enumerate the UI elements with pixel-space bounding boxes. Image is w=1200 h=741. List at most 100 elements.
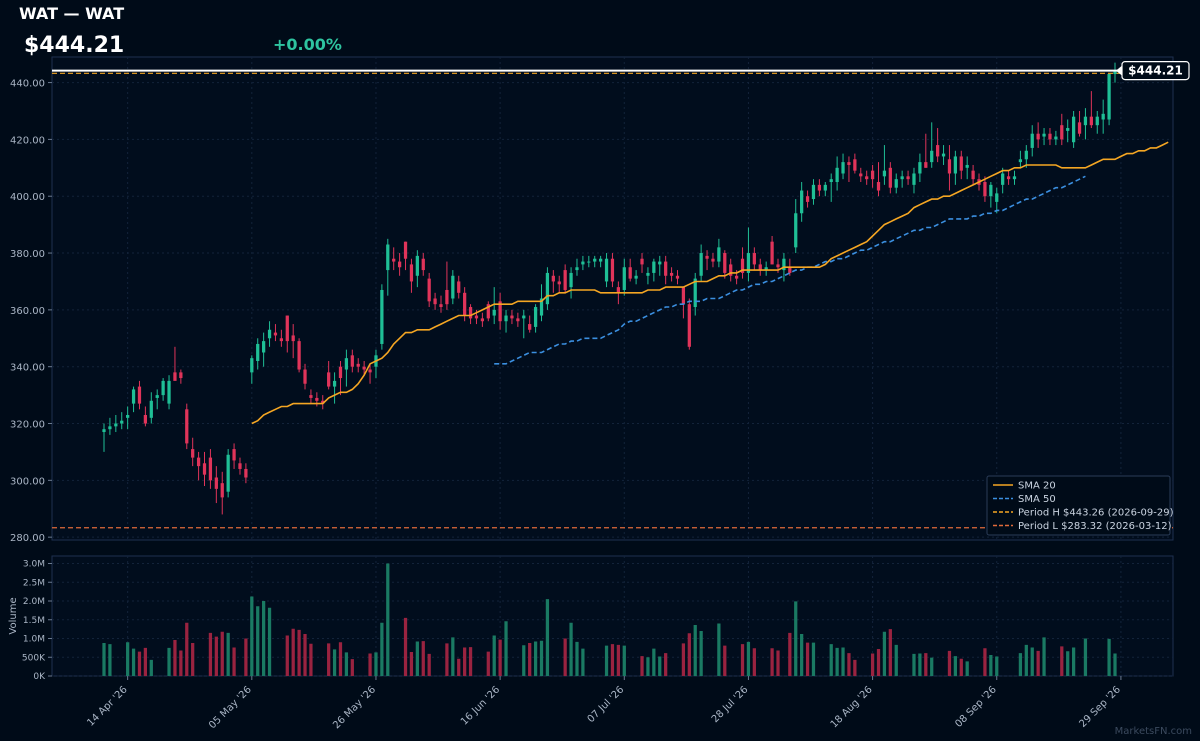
volume-bar (191, 643, 195, 676)
volume-bar (947, 650, 952, 676)
volume-bar (185, 622, 189, 676)
candle-body (545, 272, 550, 305)
candle-body (522, 315, 526, 319)
volume-bar (640, 656, 644, 676)
candle-body (262, 341, 266, 353)
volume-bar (622, 645, 626, 676)
candle-body (705, 255, 709, 259)
candle-body (658, 261, 662, 265)
volume-bar (468, 647, 473, 676)
volume-bar (770, 648, 774, 676)
candle-body (457, 281, 461, 293)
candle-body (729, 264, 733, 276)
volume-bar (220, 631, 224, 676)
candle-body (1030, 133, 1034, 148)
sma50-line (494, 175, 1086, 365)
volume-bar (409, 652, 414, 676)
candle-body (208, 457, 213, 481)
volume-bar (309, 643, 313, 676)
volume-bar (876, 649, 881, 676)
candle-body (746, 253, 751, 273)
volume-bar (1066, 651, 1070, 676)
chart-title: WAT — WAT (19, 4, 125, 23)
volume-bar (717, 623, 721, 676)
candle-body (1060, 125, 1064, 140)
candle-body (876, 182, 881, 191)
candle-body (392, 258, 396, 262)
volume-bar (687, 633, 691, 676)
volume-bar (108, 644, 112, 676)
volume-bar (569, 622, 573, 676)
volume-bar (693, 625, 697, 676)
candle-body (202, 463, 207, 475)
candle-body (764, 267, 768, 271)
candle-body (587, 261, 591, 263)
sma20-line (251, 141, 1169, 425)
volume-bar (740, 644, 745, 676)
candle-body (610, 258, 615, 282)
volume-bar (989, 655, 993, 676)
candle-body (220, 483, 224, 498)
candle-body (870, 170, 875, 180)
volume-bar (776, 650, 780, 676)
candle-body (959, 156, 963, 171)
date-tick-label: 14 Apr '26 (85, 684, 129, 728)
candle-body (474, 315, 479, 319)
price-tick-label: 400.00 (10, 192, 45, 203)
volume-bar (1024, 644, 1028, 676)
volume-bar (131, 648, 136, 676)
candle-body (137, 386, 142, 404)
candle-body (551, 275, 555, 282)
price-tick-label: 380.00 (10, 249, 45, 260)
candle-body (995, 193, 999, 202)
candle-body (912, 173, 916, 185)
candle-body (941, 153, 946, 157)
candle-body (936, 145, 940, 157)
candle-body (510, 315, 514, 319)
candle-body (214, 477, 218, 489)
candle-body (794, 213, 798, 248)
volume-bar (610, 644, 615, 676)
candle-body (303, 369, 307, 384)
candle-body (386, 244, 390, 271)
candle-body (131, 389, 136, 404)
candle-body (173, 372, 177, 381)
candle-body (504, 315, 508, 322)
legend-box (986, 475, 1171, 536)
candle-body (167, 380, 171, 404)
volume-bar (297, 629, 301, 676)
price-change: +0.00% (273, 35, 342, 54)
candle-body (1095, 116, 1099, 126)
candle-body (675, 275, 680, 279)
volume-bar (959, 658, 963, 676)
volume-bar (374, 652, 378, 676)
candle-body (599, 258, 603, 262)
volume-bar (1036, 650, 1040, 676)
price-tick-label: 360.00 (10, 306, 45, 317)
candle-body (338, 366, 343, 379)
candle-body (906, 176, 910, 180)
candle-body (1083, 116, 1088, 126)
candle-body (752, 253, 756, 265)
candle-body (758, 264, 762, 271)
candle-body (250, 358, 254, 373)
candle-body (368, 369, 372, 373)
volume-bar (498, 639, 502, 676)
candle-body (1018, 159, 1023, 163)
volume-bar (829, 644, 833, 676)
candle-body (232, 449, 236, 461)
volume-bar (924, 653, 928, 676)
candle-body (108, 426, 112, 430)
candle-body (693, 278, 697, 308)
volume-bar (179, 650, 183, 676)
volume-bar (214, 636, 218, 676)
candle-body (669, 272, 674, 276)
volume-bar (1042, 637, 1046, 676)
date-tick-label: 05 May '26 (207, 684, 254, 731)
volume-bar (244, 638, 248, 676)
candle-body (1024, 150, 1028, 160)
candle-body (143, 414, 148, 424)
volume-bar (1083, 638, 1088, 676)
candle-body (782, 258, 786, 271)
volume-bar (616, 644, 620, 676)
